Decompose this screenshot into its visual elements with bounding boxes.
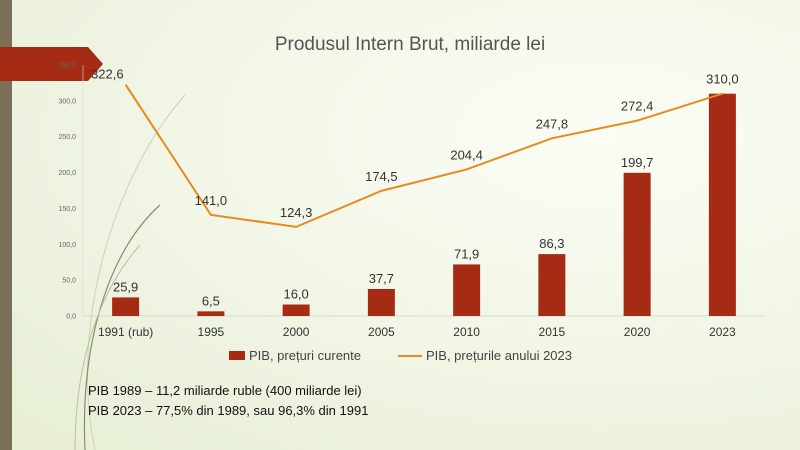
line-value-label: 174,5 xyxy=(365,169,398,184)
left-sidebar-strip xyxy=(0,0,12,450)
chart-title: Produsul Intern Brut, miliarde lei xyxy=(275,34,545,55)
line-value-label: 141,0 xyxy=(195,193,228,208)
x-tick-label: 2015 xyxy=(539,325,566,339)
x-tick-label: 2000 xyxy=(283,325,310,339)
line-value-label: 310,0 xyxy=(706,72,739,87)
y-tick-label: 0,0 xyxy=(66,314,76,321)
legend-label-bar: PIB, prețuri curente xyxy=(249,348,361,363)
bar xyxy=(112,297,140,316)
bar-value-label: 199,7 xyxy=(621,155,654,170)
bar-value-label: 16,0 xyxy=(283,287,308,302)
x-tick-label: 1991 (rub) xyxy=(98,325,153,339)
bar xyxy=(367,288,395,316)
y-axis-ticks: 0,0 50,0 100,0 150,0 200,0 250,0 300,0 350,0 xyxy=(58,63,76,321)
legend-swatch-bar xyxy=(229,351,245,360)
bar xyxy=(538,254,566,316)
x-axis-ticks: 1991 (rub) 1995 2000 2005 2010 2015 2020 2023 xyxy=(98,325,736,339)
bar xyxy=(453,264,481,316)
note-gdp-2023: PIB 2023 – 77,5% din 1989, sau 96,3% din… xyxy=(88,403,369,418)
y-tick-label: 350,0 xyxy=(58,63,76,70)
bar xyxy=(708,93,736,316)
y-tick-label: 250,0 xyxy=(58,134,76,141)
bar-value-label: 25,9 xyxy=(113,279,138,294)
bar xyxy=(197,311,225,316)
x-tick-label: 2020 xyxy=(624,325,651,339)
line-data-labels: 322,6 141,0 124,3 174,5 204,4 247,8 272,4 310,0 xyxy=(91,67,739,220)
y-tick-label: 100,0 xyxy=(58,242,76,249)
x-tick-label: 2010 xyxy=(453,325,480,339)
line-series-pib-2023-prices xyxy=(124,84,723,228)
bar xyxy=(623,172,651,316)
y-tick-label: 150,0 xyxy=(58,206,76,213)
line-value-label: 247,8 xyxy=(536,116,569,131)
line-value-label: 124,3 xyxy=(280,205,313,220)
bar-value-label: 37,7 xyxy=(369,271,394,286)
line-value-label: 204,4 xyxy=(450,147,483,162)
line-value-label: 272,4 xyxy=(621,99,654,114)
note-gdp-1989: PIB 1989 – 11,2 miliarde ruble (400 mili… xyxy=(88,383,362,398)
chart-legend: PIB, prețuri curente PIB, prețurile anul… xyxy=(229,348,572,363)
x-tick-label: 2023 xyxy=(709,325,736,339)
x-tick-label: 2005 xyxy=(368,325,395,339)
bar-value-label: 71,9 xyxy=(454,246,479,261)
bar xyxy=(282,304,310,316)
accent-flag xyxy=(0,47,103,81)
y-tick-label: 50,0 xyxy=(62,278,76,285)
line-value-label: 322,6 xyxy=(91,67,124,82)
bar-data-labels: 25,9 6,5 16,0 37,7 71,9 86,3 199,7 xyxy=(113,155,653,309)
y-tick-label: 300,0 xyxy=(58,98,76,105)
legend-label-line: PIB, prețurile anului 2023 xyxy=(426,348,572,363)
x-tick-label: 1995 xyxy=(198,325,225,339)
bar-value-label: 86,3 xyxy=(539,236,564,251)
y-tick-label: 200,0 xyxy=(58,170,76,177)
bar-series xyxy=(112,93,736,316)
bar-value-label: 6,5 xyxy=(202,293,220,308)
